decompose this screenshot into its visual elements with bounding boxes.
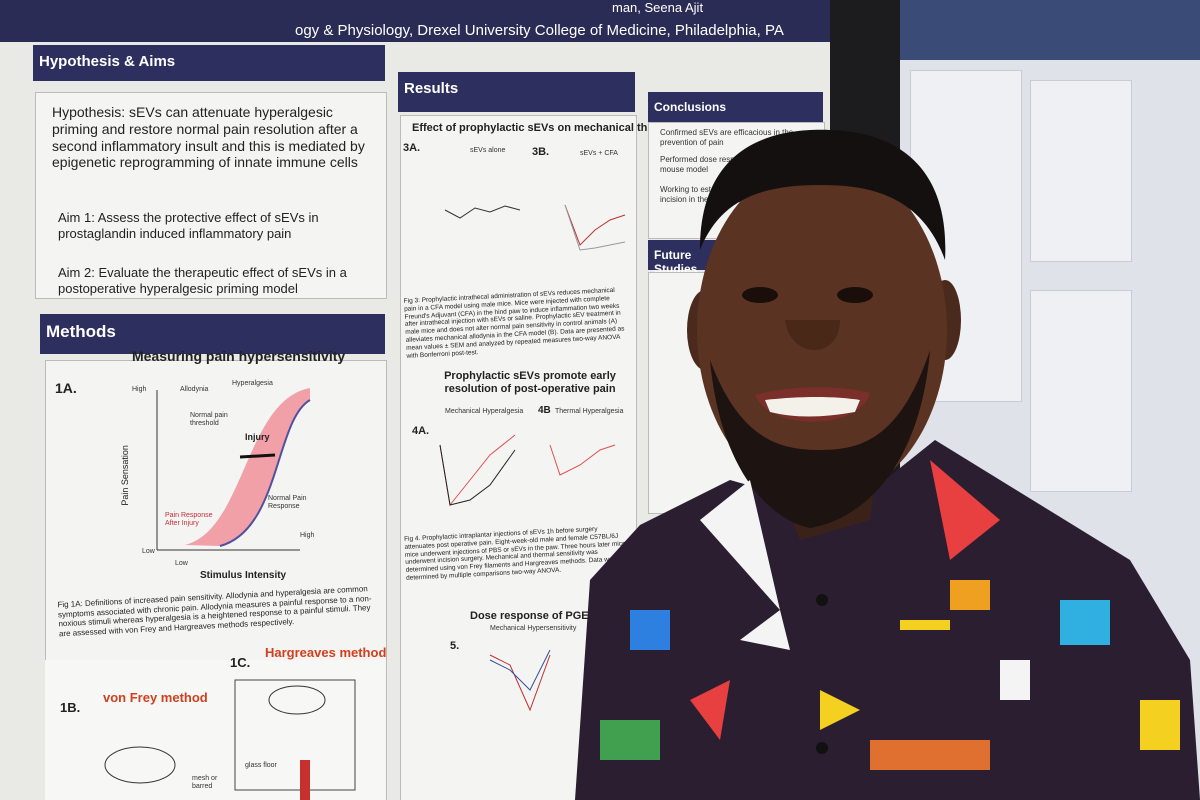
shirt-pattern [630, 610, 670, 650]
fig-title: Hargreaves method [265, 645, 387, 660]
shirt-pattern [1060, 600, 1110, 645]
figure-1 [45, 388, 385, 800]
background-panel [1030, 80, 1132, 262]
mouse-sketch [104, 746, 176, 784]
methods-illustrations [45, 660, 385, 800]
poster-header [0, 0, 835, 42]
label: Low [142, 548, 155, 555]
button [816, 594, 828, 606]
shirt-pattern [820, 690, 860, 730]
eye [837, 287, 873, 303]
label: Injury [245, 432, 270, 442]
fig-label: 3B. [532, 146, 550, 158]
fig-label: 1B. [60, 700, 81, 715]
eye [742, 287, 778, 303]
results-plots [489, 649, 551, 712]
label: High [132, 386, 147, 393]
fig-title: Mechanical Hypersensitivity [490, 625, 577, 632]
heat-source [300, 760, 310, 800]
shirt-pattern [1140, 700, 1180, 750]
collar [700, 480, 780, 610]
hair [700, 129, 946, 260]
fig-label: 3A. [403, 142, 421, 154]
shirt-pattern [740, 610, 790, 650]
section-header: Methods [40, 314, 385, 354]
label: Pain Response After Injury [165, 512, 213, 528]
aim: Aim 2: Evaluate the therapeutic effect o… [58, 265, 347, 296]
heading: Dose response of PGE2 [470, 610, 595, 622]
plot-line [564, 204, 626, 251]
label: Normal Pain Response [268, 495, 307, 511]
button [816, 742, 828, 754]
affiliation: ogy & Physiology, Drexel University Coll… [295, 22, 784, 39]
subtitle: Measuring pain hypersensitivity [132, 348, 346, 364]
teeth [765, 397, 860, 417]
conclusion-item: Confirmed sEVs are efficacious in the pr… [660, 128, 794, 147]
plot-line [444, 205, 521, 219]
results-plots [444, 204, 626, 251]
fig-title: Mechanical Hyperalgesia [445, 408, 524, 415]
normal-curve [219, 399, 311, 547]
subtitle: Effect of prophylactic sEVs on mechanica… [412, 122, 694, 134]
nose [785, 320, 840, 350]
arrow [239, 453, 276, 459]
label: Stimulus Intensity [200, 570, 287, 581]
label: Low [175, 560, 188, 567]
fig-title: von Frey method [103, 690, 208, 705]
shirt-pattern [600, 720, 660, 760]
shirt-pattern [950, 580, 990, 610]
shirt-pattern [1000, 660, 1030, 700]
label: Normal pain threshold [190, 412, 228, 428]
fig-label: 4B [538, 405, 551, 416]
hargreaves-box [234, 679, 356, 791]
hypothesis: Hypothesis: sEVs can attenuate hyperalge… [52, 104, 365, 171]
fig-label: 1A. [55, 380, 77, 396]
aim: Aim 1: Assess the protective effect of s… [58, 210, 319, 241]
plot-line [489, 654, 551, 712]
section-header: Conclusions [648, 92, 823, 122]
shirt-pattern [900, 620, 950, 630]
heading: Prophylactic sEVs promote early resoluti… [444, 370, 616, 396]
label: Allodynia [180, 386, 209, 393]
plot-line [489, 649, 551, 691]
fig-title: sEVs alone [470, 147, 506, 154]
label: High [300, 532, 315, 539]
background-panel [1030, 290, 1132, 492]
mouse-sketch [268, 685, 326, 715]
section-header: Results [398, 72, 635, 112]
collar [930, 460, 1000, 560]
authors: man, Seena Ajit [612, 0, 704, 15]
fig-title: Thermal Hyperalgesia [555, 408, 624, 415]
shirt-pattern [870, 740, 990, 770]
shaded-curve [185, 388, 310, 546]
panel [35, 92, 387, 299]
section-header: Hypothesis & Aims [33, 45, 385, 81]
shirt-pattern [690, 680, 730, 740]
fig-title: sEVs + CFA [580, 150, 618, 157]
label: Hyperalgesia [232, 380, 273, 387]
label: glass floor [245, 762, 277, 769]
fig-label: 5. [450, 640, 460, 652]
plot-line [564, 204, 626, 246]
fig-label: 1C. [230, 655, 251, 670]
label: mesh or barred [192, 775, 218, 791]
beard [710, 350, 930, 528]
plot-line [439, 444, 516, 506]
results-plots [439, 434, 616, 507]
conclusion-item: Performed dose response for PGE2 in a mo… [660, 155, 803, 174]
plot-line [549, 444, 616, 476]
fig-label: 4A. [412, 425, 430, 437]
